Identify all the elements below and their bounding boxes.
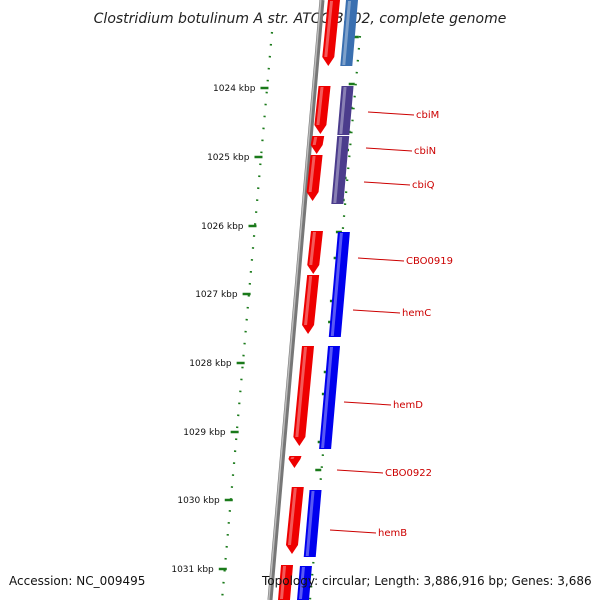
accession-text: Accession: NC_009495 — [9, 574, 146, 588]
genome-backbone — [267, 0, 325, 600]
gene-highlight — [299, 567, 305, 599]
tick-label: 1028 kbp — [189, 359, 232, 369]
gene-shape — [293, 346, 315, 446]
gene-reverse-2 — [297, 566, 312, 600]
gene-highlight — [342, 1, 351, 65]
gene-shape — [288, 456, 302, 468]
gene-label-cbiQ: cbiQ — [363, 180, 435, 191]
leader-line — [367, 111, 415, 116]
gene-highlight — [295, 347, 308, 437]
gene-highlight — [321, 347, 334, 448]
tick-label: 1024 kbp — [213, 84, 256, 94]
tick-1028: 1028 kbp — [189, 359, 245, 369]
gene-highlight — [312, 137, 318, 145]
gene-forward-cbiN — [310, 136, 325, 154]
leader-line — [329, 529, 377, 534]
leader-line — [363, 181, 411, 186]
tick-label: 1031 kbp — [171, 565, 214, 575]
gene-shape — [331, 136, 350, 204]
gene-forward-hemC — [302, 275, 320, 334]
gene-highlight — [330, 233, 343, 336]
gene-highlight — [309, 232, 316, 265]
gene-label-cbiN: cbiN — [365, 146, 436, 157]
gene-forward-CBO0919 — [307, 231, 323, 274]
tick-1024: 1024 kbp — [213, 84, 269, 94]
gene-reverse-hemB — [303, 490, 322, 557]
gene-shape — [310, 136, 325, 154]
gene-name: hemB — [378, 528, 407, 539]
gene-forward-1 — [322, 0, 340, 66]
gene-shape — [306, 155, 323, 201]
gene-highlight — [324, 1, 333, 57]
gene-forward-CBO0922 — [288, 456, 302, 468]
gene-name: cbiQ — [412, 180, 435, 191]
tick-1030: 1030 kbp — [177, 496, 233, 506]
gene-shape — [302, 275, 320, 334]
leader-line — [343, 401, 392, 406]
tick-1029: 1029 kbp — [183, 428, 239, 438]
tick-label: 1025 kbp — [207, 153, 250, 163]
gene-shape — [314, 86, 331, 134]
tick-label: 1030 kbp — [177, 496, 220, 506]
gene-label-hemC: hemC — [352, 308, 431, 319]
gene-forward-hemD — [293, 346, 315, 446]
gene-reverse-hemC — [328, 232, 350, 337]
tick-label: 1029 kbp — [183, 428, 226, 438]
gene-reverse-hemD — [319, 346, 341, 449]
gene-name: cbiN — [414, 146, 436, 157]
gene-shape — [319, 346, 341, 449]
tick-1027: 1027 kbp — [195, 290, 251, 300]
gene-shape — [297, 566, 312, 600]
gene-highlight — [305, 491, 315, 556]
gene-highlight — [316, 87, 324, 125]
gene-shape — [285, 487, 304, 554]
outer-dotted-ring — [220, 31, 274, 600]
leader-line — [365, 147, 413, 152]
gene-highlight — [290, 457, 295, 459]
gene-shape — [337, 86, 354, 135]
tick-label: 1026 kbp — [201, 222, 244, 232]
gene-label-hemB: hemB — [329, 528, 407, 539]
leader-line — [336, 469, 384, 474]
gene-shape — [303, 490, 322, 557]
gene-name: hemD — [393, 400, 423, 411]
gene-forward-cbiQ — [306, 155, 323, 201]
gene-highlight — [304, 276, 313, 325]
gene-shape — [340, 0, 358, 66]
tick-1031: 1031 kbp — [171, 565, 227, 575]
gene-reverse-cbiN — [331, 136, 350, 204]
gene-name: CBO0922 — [385, 468, 432, 479]
gene-highlight — [280, 566, 287, 599]
gene-label-cbiM: cbiM — [367, 110, 439, 121]
gene-shape — [307, 231, 323, 274]
gene-reverse-1 — [340, 0, 358, 66]
gene-highlight — [339, 87, 347, 134]
gene-shape — [278, 565, 294, 600]
gene-name: hemC — [402, 308, 431, 319]
gene-reverse-cbiM — [337, 86, 354, 135]
gene-label-hemD: hemD — [343, 400, 423, 411]
tick-1025: 1025 kbp — [207, 153, 263, 163]
gene-forward-cbiM — [314, 86, 331, 134]
gene-forward-hemB — [285, 487, 304, 554]
gene-shape — [322, 0, 340, 66]
gene-name: CBO0919 — [406, 256, 453, 267]
gene-highlight — [287, 488, 297, 545]
tick-label: 1027 kbp — [195, 290, 238, 300]
leader-line — [352, 309, 401, 314]
gene-name: cbiM — [416, 110, 439, 121]
gene-highlight — [308, 156, 316, 192]
gene-forward-2 — [278, 565, 294, 600]
map-title: Clostridium botulinum A str. ATCC 3502, … — [94, 11, 507, 27]
tick-1026: 1026 kbp — [201, 222, 257, 232]
gene-label-CBO0919: CBO0919 — [357, 256, 453, 267]
gene-shape — [328, 232, 350, 337]
topology-text: Topology: circular; Length: 3,886,916 bp… — [262, 574, 592, 588]
gene-label-CBO0922: CBO0922 — [336, 468, 432, 479]
leader-line — [357, 257, 405, 262]
gene-highlight — [333, 137, 343, 203]
